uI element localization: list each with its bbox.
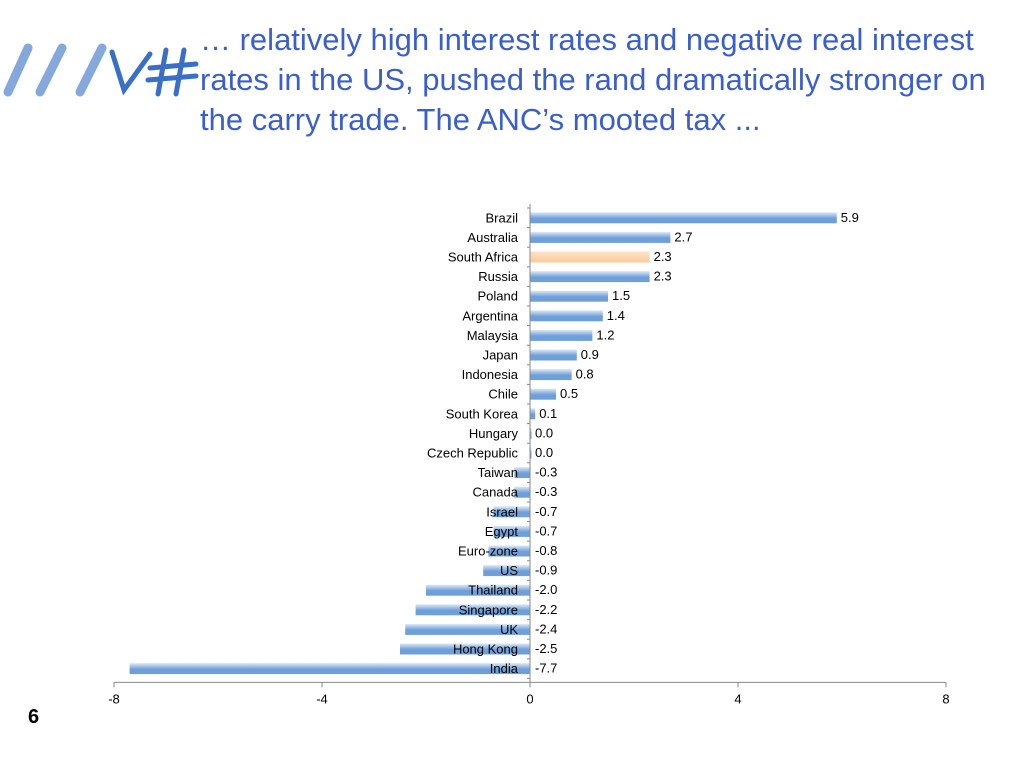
bar-indonesia: [530, 369, 572, 381]
bar-russia: [530, 271, 650, 283]
data-label: 0.0: [535, 445, 553, 460]
bar-euro-zone: [488, 545, 530, 557]
category-label: Egypt: [485, 524, 519, 539]
company-logo: [3, 43, 199, 97]
x-tick-label: -4: [316, 691, 328, 706]
bar-czech-republic: [530, 447, 532, 459]
data-label: -0.8: [535, 543, 557, 558]
data-label: 1.4: [607, 308, 625, 323]
category-label: Malaysia: [467, 328, 519, 343]
data-label: 0.0: [535, 425, 553, 440]
data-label: 0.1: [539, 406, 557, 421]
logo-stroke: [35, 43, 67, 97]
data-label: -0.3: [535, 465, 557, 480]
category-label: Singapore: [459, 602, 518, 617]
bar-hong-kong: [400, 643, 530, 655]
bar-poland: [530, 290, 608, 302]
category-label: India: [490, 661, 519, 676]
bar-south-africa: [530, 251, 650, 263]
data-label: -0.9: [535, 563, 557, 578]
bar-chile: [530, 388, 556, 400]
data-label: 5.9: [841, 210, 859, 225]
category-label: Taiwan: [478, 465, 518, 480]
logo-stroke: [147, 61, 199, 71]
category-label: Euro-zone: [458, 544, 518, 559]
data-label: -2.5: [535, 641, 557, 656]
logo-stroke: [173, 47, 187, 97]
category-label: Russia: [478, 269, 519, 284]
slide-title: … relatively high interest rates and neg…: [200, 22, 986, 137]
bar-taiwan: [514, 467, 530, 479]
data-labels-group: 5.92.72.32.31.51.41.20.90.80.50.10.00.0-…: [535, 210, 859, 676]
logo-stroke: [155, 47, 169, 97]
bar-malaysia: [530, 329, 593, 341]
data-label: 2.7: [674, 229, 692, 244]
slide-number: 6: [28, 706, 40, 728]
bar-argentina: [530, 310, 603, 322]
axes-group: -8 -4 0 4 8: [108, 204, 950, 706]
data-label: 1.2: [596, 327, 614, 342]
data-label: -7.7: [535, 661, 557, 676]
data-label: 2.3: [654, 249, 672, 264]
bar-uk: [405, 623, 530, 635]
data-label: 2.3: [654, 269, 672, 284]
x-tick-label: 0: [526, 691, 533, 706]
bar-south-korea: [530, 408, 536, 420]
data-label: 0.9: [581, 347, 599, 362]
logo-stroke: [145, 73, 199, 83]
data-label: -2.2: [535, 602, 557, 617]
category-label: Thailand: [468, 583, 518, 598]
data-label: 1.5: [612, 288, 630, 303]
category-label: Poland: [478, 289, 518, 304]
data-label: -2.0: [535, 582, 557, 597]
x-tick-label: 4: [734, 691, 741, 706]
category-label: Chile: [488, 387, 518, 402]
category-label: Hungary: [469, 426, 519, 441]
data-label: -0.7: [535, 523, 557, 538]
bar-egypt: [493, 525, 530, 537]
category-label: UK: [500, 622, 518, 637]
x-tick-label: 8: [942, 691, 949, 706]
category-label: Hong Kong: [453, 642, 518, 657]
category-label: Australia: [467, 230, 518, 245]
category-label: Brazil: [485, 210, 518, 225]
data-label: 0.5: [560, 386, 578, 401]
category-label: South Korea: [446, 406, 519, 421]
bar-canada: [514, 486, 530, 498]
category-label: Indonesia: [462, 367, 519, 382]
logo-check: [109, 49, 153, 96]
data-label: -0.3: [535, 484, 557, 499]
category-label: South Africa: [448, 250, 519, 265]
data-label: -2.4: [535, 621, 557, 636]
bar-thailand: [426, 584, 530, 596]
bar-chart: Brazil Australia South Africa Russia Poland A…: [108, 204, 950, 706]
category-label: US: [500, 563, 518, 578]
category-label: Canada: [472, 485, 518, 500]
x-tick-label: -8: [108, 691, 120, 706]
category-label: Japan: [483, 348, 518, 363]
bar-hungary: [530, 427, 532, 439]
bar-india: [129, 663, 530, 675]
bar-japan: [530, 349, 577, 361]
logo-stroke: [75, 43, 107, 97]
category-label: Argentina: [462, 308, 518, 323]
bar-israel: [493, 506, 530, 518]
category-labels-group: Brazil Australia South Africa Russia Poland A…: [427, 210, 519, 676]
category-label: Israel: [486, 504, 518, 519]
bar-australia: [530, 231, 671, 243]
data-label: -0.7: [535, 504, 557, 519]
bars-group: [129, 212, 837, 675]
bar-us: [483, 565, 530, 577]
logo-stroke: [3, 43, 33, 97]
bar-singapore: [415, 604, 530, 616]
bar-brazil: [530, 212, 837, 224]
category-label: Czech Republic: [427, 446, 519, 461]
data-label: 0.8: [576, 367, 594, 382]
